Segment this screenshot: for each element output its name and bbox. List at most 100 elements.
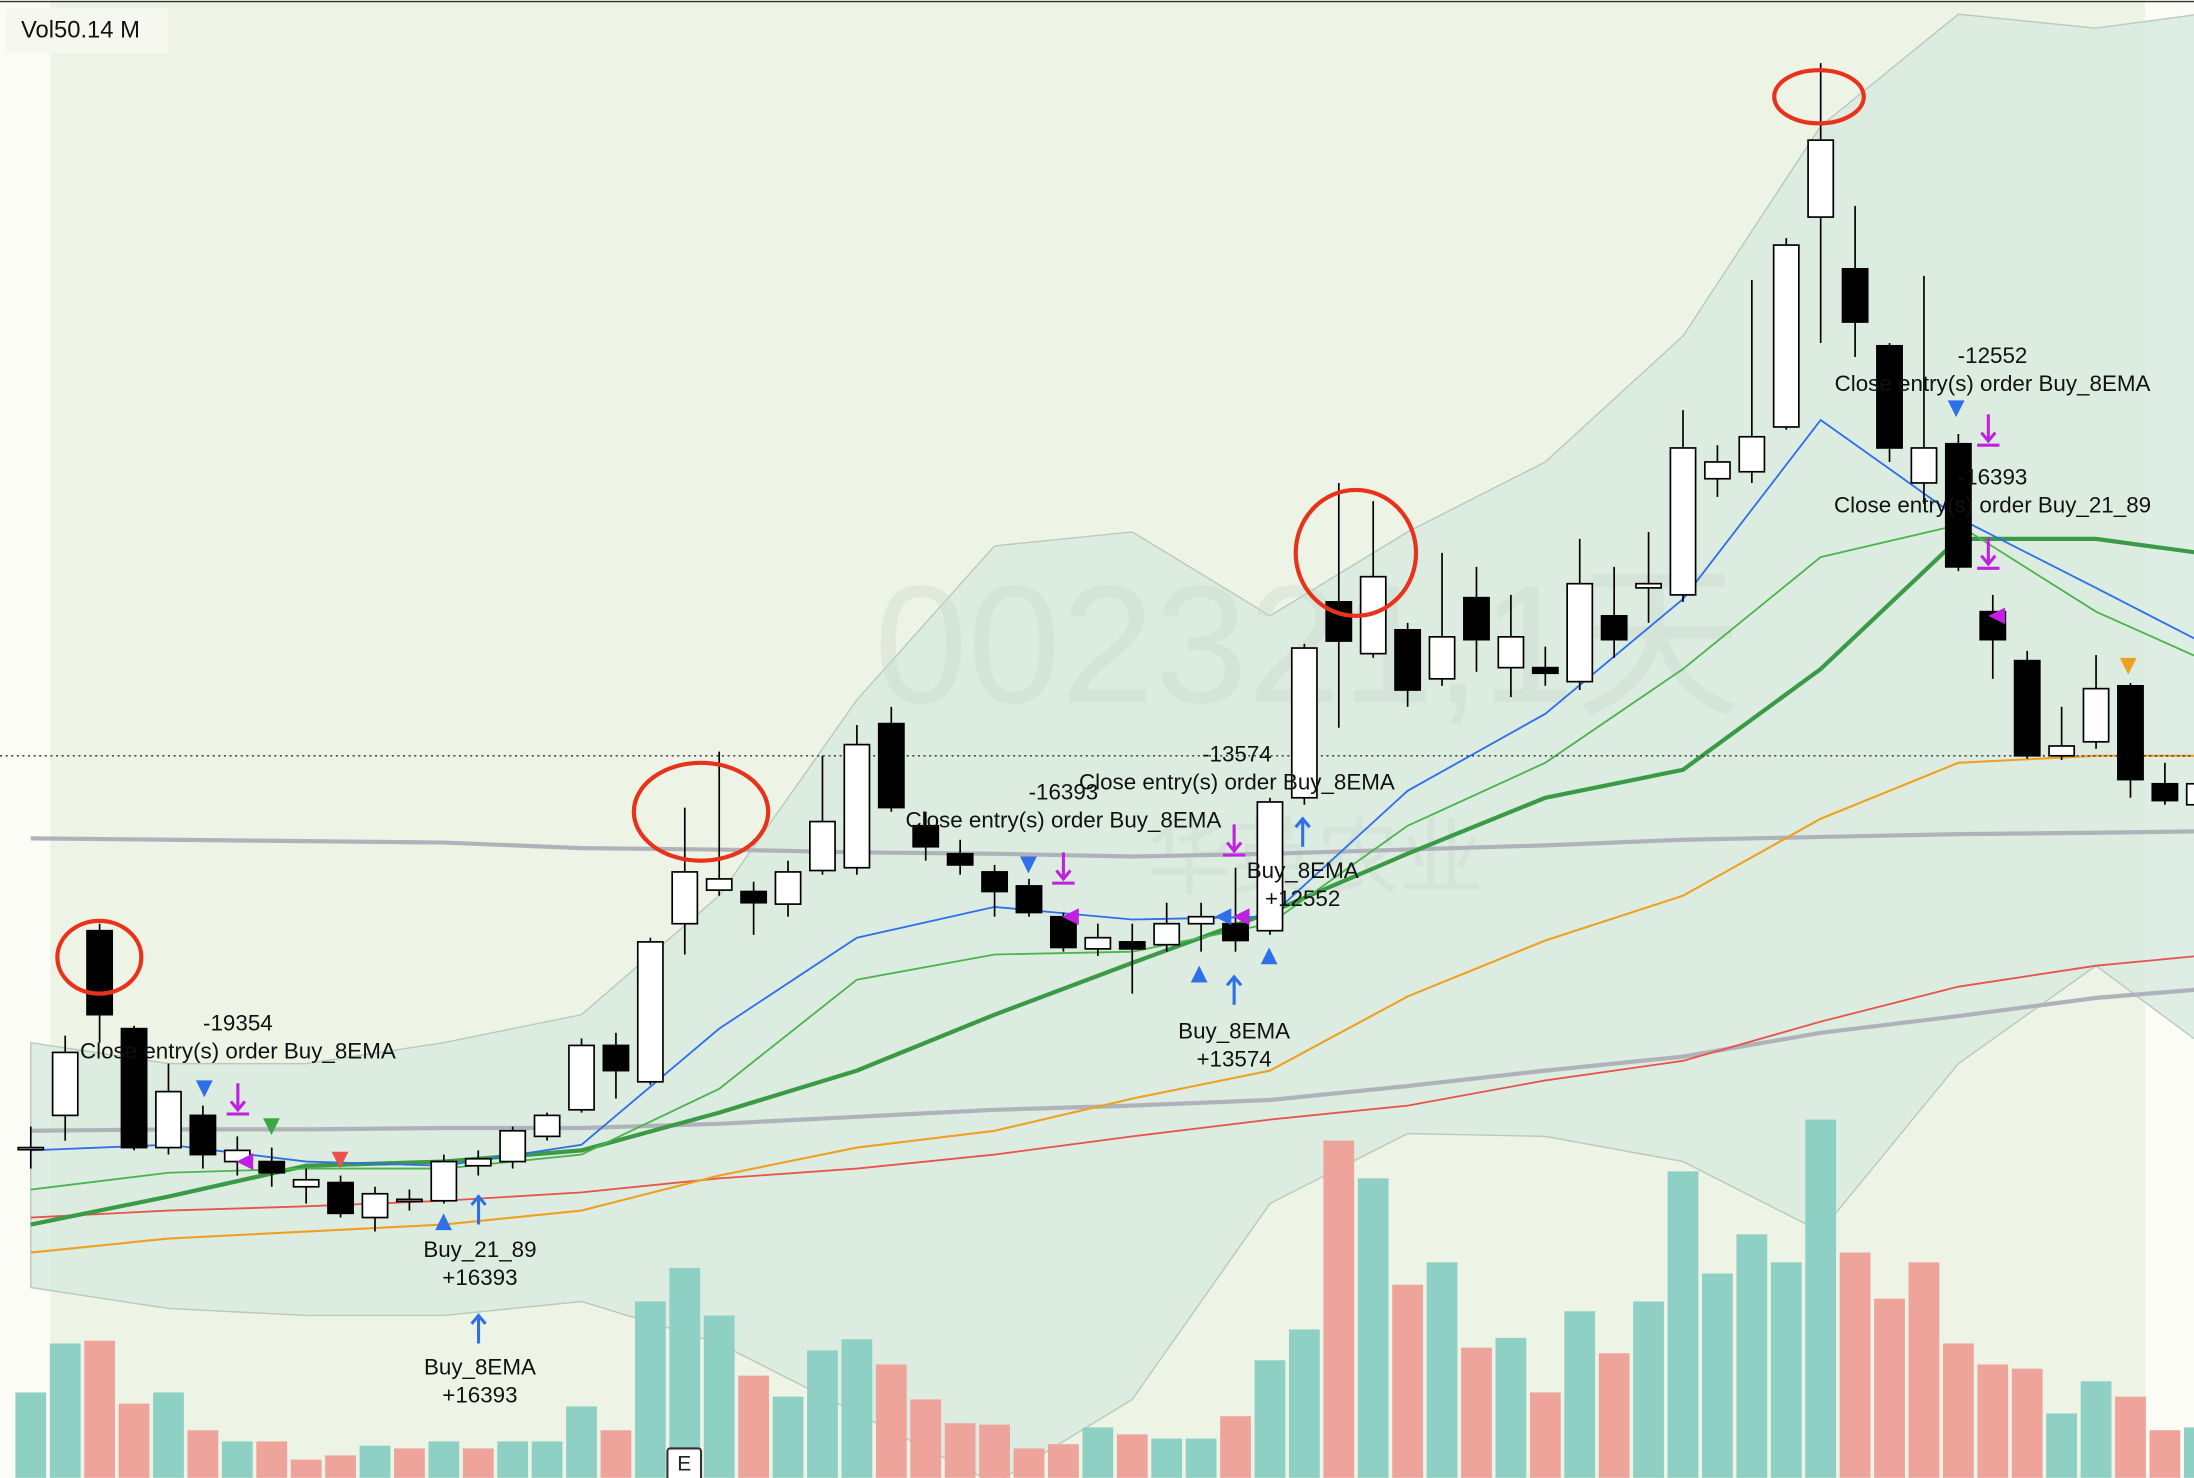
candle-body bbox=[1463, 596, 1490, 641]
annotation: Buy_8EMA bbox=[1247, 858, 1359, 883]
volume-bar bbox=[910, 1399, 942, 1478]
candle-body bbox=[2048, 745, 2076, 757]
volume-bar bbox=[428, 1441, 460, 1478]
volume-bar bbox=[600, 1430, 632, 1478]
volume-bar bbox=[1392, 1284, 1424, 1478]
signal-triangle bbox=[1232, 908, 1250, 926]
badge-box bbox=[666, 1447, 703, 1478]
candle-body bbox=[1669, 447, 1697, 596]
candle-body bbox=[1497, 636, 1525, 669]
circle bbox=[631, 760, 771, 863]
annotation: -19354 bbox=[203, 1010, 273, 1035]
volume-label: Vol50.14 M bbox=[21, 16, 140, 43]
candle-body bbox=[1015, 885, 1043, 914]
volume-bar bbox=[1874, 1298, 1905, 1478]
volume-bar bbox=[497, 1441, 529, 1478]
volume-bar bbox=[738, 1375, 770, 1478]
candle-body bbox=[430, 1160, 458, 1202]
candle-body bbox=[1807, 139, 1835, 218]
signal-triangle bbox=[1260, 947, 1278, 965]
volume-bar bbox=[979, 1424, 1010, 1478]
candle-body bbox=[1256, 801, 1284, 932]
volume-bar bbox=[634, 1301, 666, 1478]
volume-bar bbox=[1770, 1262, 1802, 1478]
volume-bar bbox=[1254, 1360, 1286, 1478]
annotation: Close entry(s) order Buy_8EMA bbox=[905, 807, 1221, 832]
volume-bar bbox=[118, 1403, 150, 1478]
signal-arrow bbox=[470, 1313, 487, 1344]
indicator-line bbox=[30, 829, 2194, 859]
candle-body bbox=[2151, 782, 2179, 802]
candle-body bbox=[189, 1114, 217, 1156]
candle-body bbox=[2117, 684, 2144, 781]
candle-body bbox=[1944, 442, 1972, 568]
signal-triangle bbox=[1062, 908, 1079, 926]
candle-body bbox=[258, 1160, 286, 1174]
candle-body bbox=[327, 1181, 355, 1215]
candle-body bbox=[17, 1146, 45, 1151]
circle bbox=[55, 918, 144, 996]
candle-body bbox=[671, 871, 699, 925]
signal-triangle bbox=[236, 1153, 254, 1170]
volume-bar bbox=[1839, 1252, 1871, 1478]
candle-body bbox=[1635, 582, 1663, 589]
candle-body bbox=[636, 941, 664, 1083]
volume-box bbox=[5, 8, 168, 54]
volume-bar bbox=[15, 1392, 47, 1478]
volume-bar bbox=[772, 1396, 804, 1478]
signal-triangle bbox=[435, 1213, 452, 1231]
candle-body bbox=[1531, 666, 1559, 675]
candle-body bbox=[2013, 659, 2041, 757]
annotation: Close entry(s) order Buy_21_89 bbox=[1834, 493, 2151, 518]
indicator-line bbox=[30, 418, 2194, 1167]
indicator-line bbox=[30, 987, 2194, 1133]
volume-bar bbox=[1048, 1444, 1079, 1478]
candle-body bbox=[568, 1044, 595, 1111]
candle-body bbox=[843, 743, 871, 869]
volume-bar bbox=[84, 1340, 116, 1478]
candle-body bbox=[395, 1198, 423, 1203]
indicator-line bbox=[30, 754, 2194, 1254]
candle-body bbox=[1841, 268, 1869, 323]
candle-body bbox=[1394, 629, 1422, 691]
volume-bar bbox=[531, 1441, 563, 1478]
volume-bar bbox=[2115, 1396, 2146, 1478]
candle-body bbox=[740, 890, 768, 904]
circle bbox=[1293, 487, 1419, 618]
signal-arrow bbox=[1222, 824, 1246, 857]
annotation: Close entry(s) order Buy_8EMA bbox=[1079, 770, 1395, 795]
annotation: +13574 bbox=[1196, 1047, 1271, 1072]
signal-triangle bbox=[263, 1118, 280, 1135]
candle-body bbox=[533, 1114, 561, 1138]
candle-body bbox=[464, 1157, 492, 1167]
signal-arrow bbox=[1977, 414, 2000, 447]
volume-bar bbox=[807, 1350, 838, 1478]
volume-bar bbox=[462, 1448, 494, 1478]
volume-bar bbox=[1977, 1364, 2009, 1478]
signal-triangle bbox=[1947, 400, 1965, 418]
candle-body bbox=[602, 1044, 630, 1072]
volume-bar bbox=[1495, 1337, 1527, 1478]
signal-arrow bbox=[1977, 537, 2000, 570]
candle-body bbox=[877, 722, 905, 809]
volume-bar bbox=[1598, 1353, 1630, 1478]
candle-body bbox=[1600, 615, 1628, 641]
volume-bar bbox=[49, 1343, 81, 1478]
volume-bar bbox=[290, 1459, 322, 1478]
volume-bar bbox=[566, 1406, 597, 1478]
badge: E bbox=[677, 1453, 691, 1476]
marker-layer bbox=[195, 400, 2137, 1344]
volume-bar bbox=[1736, 1234, 1768, 1478]
volume-bar bbox=[1082, 1427, 1114, 1478]
volume-bar bbox=[841, 1339, 873, 1478]
candle-body bbox=[1703, 461, 1731, 480]
signal-arrow bbox=[470, 1194, 487, 1225]
volume-bar bbox=[187, 1430, 219, 1478]
annotation: +16393 bbox=[442, 1383, 517, 1408]
annotation: Close entry(s) order Buy_8EMA bbox=[1835, 371, 2151, 396]
highlight-circles bbox=[55, 68, 1866, 996]
candle-body bbox=[1428, 636, 1456, 680]
candle-body bbox=[1772, 244, 1800, 428]
candle-body bbox=[1566, 582, 1594, 683]
